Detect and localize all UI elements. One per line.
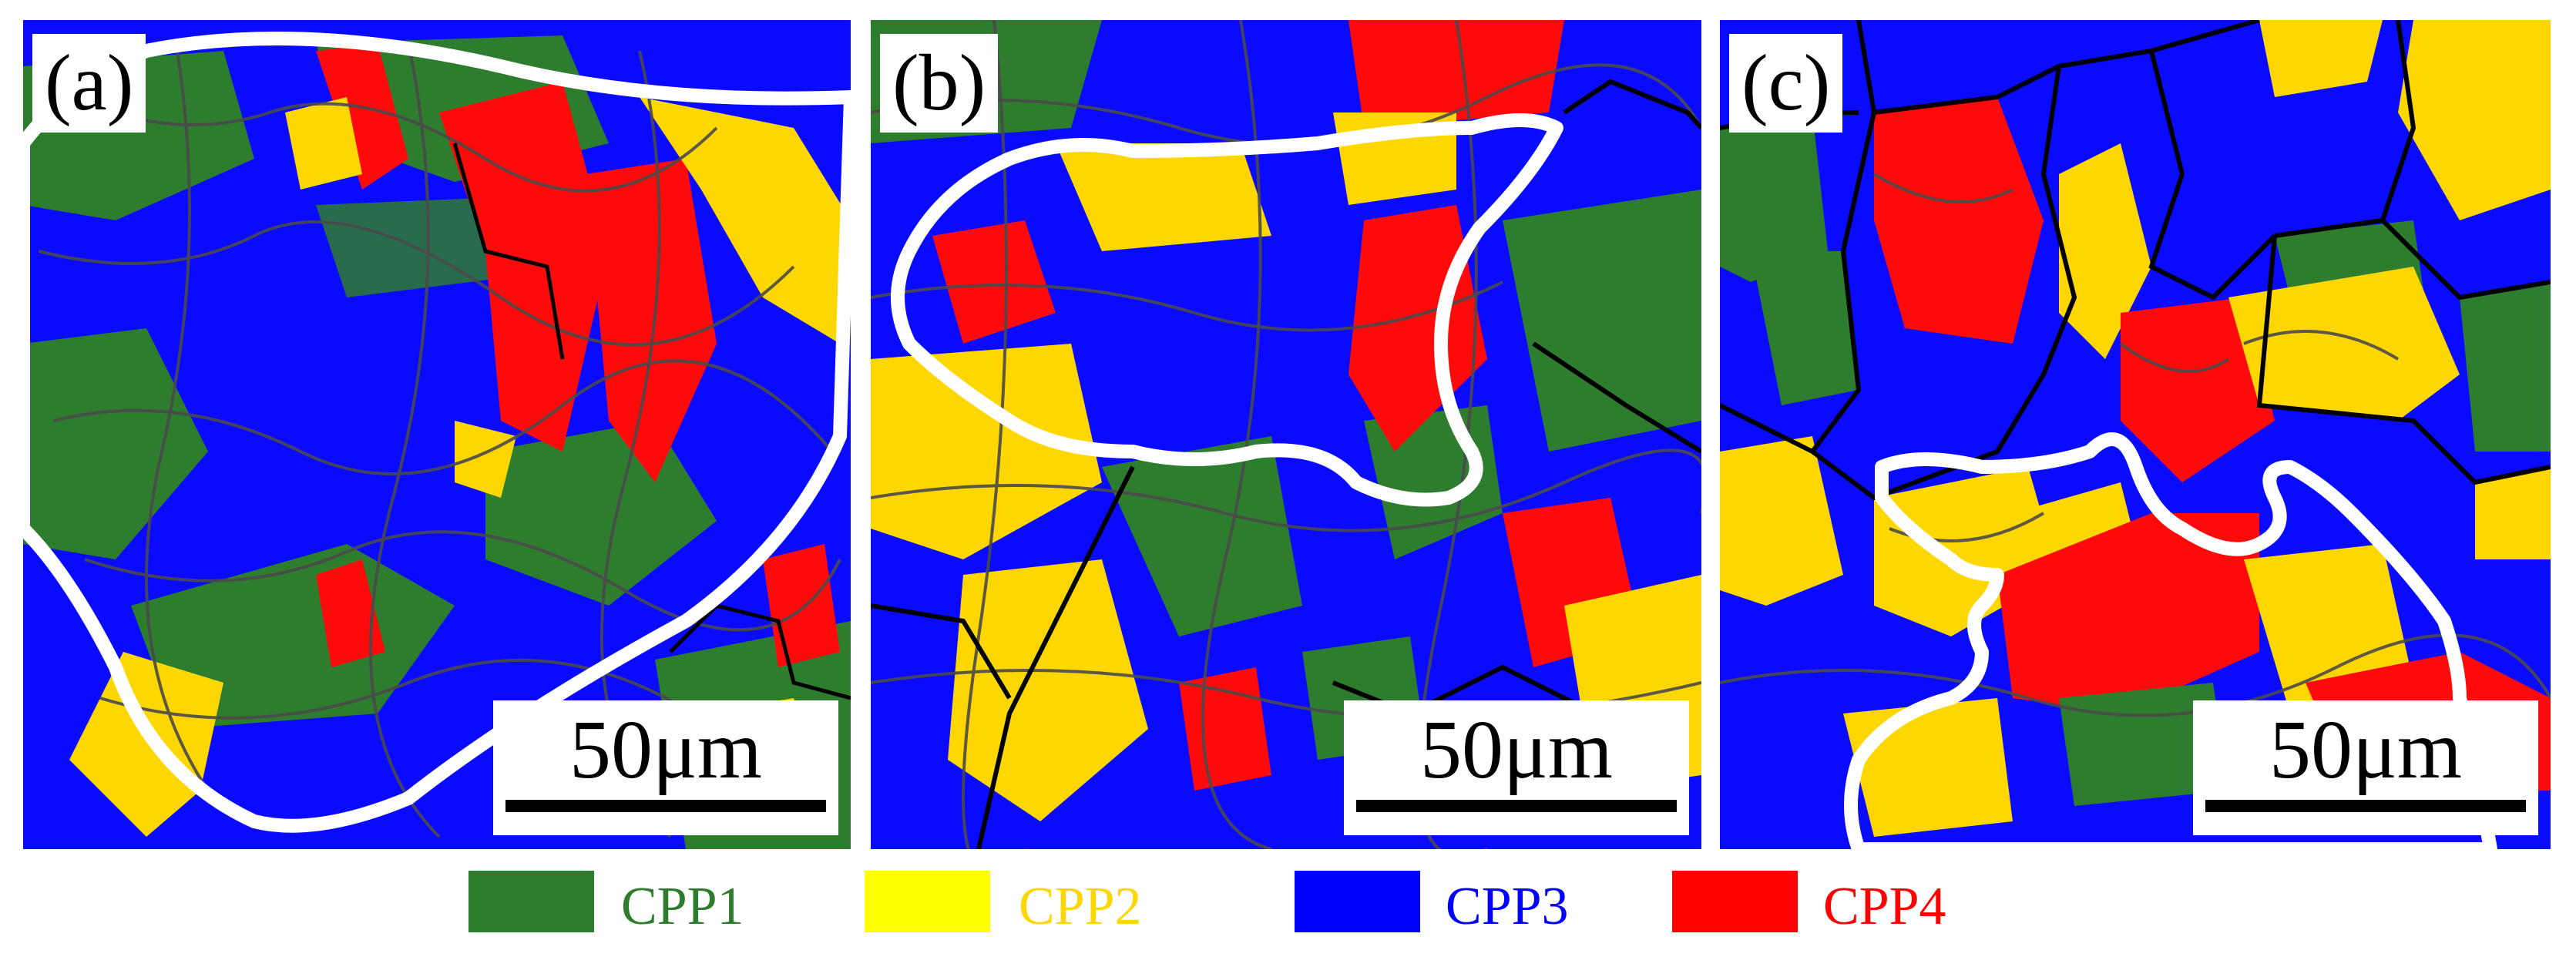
ebsd-map-c: (c) 50μm	[1720, 20, 2551, 849]
legend-label-cpp1: CPP1	[621, 877, 744, 936]
legend-swatch-cpp1	[469, 871, 594, 932]
legend-label-cpp3: CPP3	[1446, 877, 1569, 936]
ebsd-map-b: (b) 50μm	[871, 20, 1701, 849]
legend-swatch-cpp3	[1295, 871, 1420, 932]
legend-item-cpp1: CPP1	[469, 865, 808, 942]
legend-swatch-cpp2	[865, 871, 990, 932]
ebsd-map-a: (a) 50μm	[23, 20, 851, 849]
phase-legend: CPP1 CPP2 CPP3 CPP4	[0, 855, 2576, 957]
scale-bar-box-c: 50μm	[2193, 700, 2538, 835]
scale-bar-label-a: 50μm	[569, 704, 762, 796]
legend-item-cpp4: CPP4	[1672, 865, 2011, 942]
scale-bar-a	[505, 800, 826, 812]
panel-label-c: (c)	[1729, 34, 1843, 133]
scale-bar-c	[2205, 800, 2526, 812]
legend-item-cpp2: CPP2	[865, 865, 1204, 942]
legend-label-cpp2: CPP2	[1019, 877, 1142, 936]
panel-label-a: (a)	[32, 34, 146, 133]
scale-bar-label-c: 50μm	[2269, 704, 2462, 796]
legend-item-cpp3: CPP3	[1295, 865, 1634, 942]
scale-bar-box-a: 50μm	[493, 700, 838, 835]
legend-label-cpp4: CPP4	[1823, 877, 1946, 936]
scale-bar-label-b: 50μm	[1420, 704, 1613, 796]
scale-bar-box-b: 50μm	[1344, 700, 1689, 835]
scale-bar-b	[1356, 800, 1677, 812]
legend-swatch-cpp4	[1672, 871, 1798, 932]
panel-label-b: (b)	[880, 34, 999, 133]
ebsd-image-c	[1720, 20, 2551, 849]
